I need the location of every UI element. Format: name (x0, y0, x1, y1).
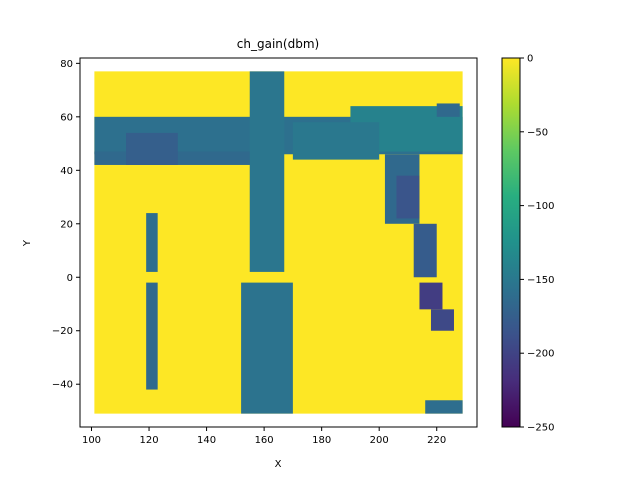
colorbar-tick-label: −100 (527, 201, 554, 212)
x-tick-label: 120 (139, 435, 158, 446)
colorbar-tick-label: −200 (527, 349, 554, 360)
y-tick-label: 80 (60, 59, 73, 70)
x-tick-label: 180 (312, 435, 331, 446)
y-axis-label: Y (22, 239, 33, 247)
colorbar-tick-label: 0 (527, 54, 533, 65)
y-tick-label: −20 (52, 326, 73, 337)
heatmap-cell (413, 223, 437, 278)
x-tick-label: 140 (197, 435, 216, 446)
heatmap-cells (94, 71, 463, 414)
x-axis-label: X (275, 459, 282, 470)
heatmap-cell (249, 71, 285, 272)
heatmap-cell (241, 282, 293, 414)
colorbar-tick-label: −250 (527, 423, 554, 434)
heatmap-cell (146, 213, 158, 272)
y-tick-label: 40 (60, 166, 73, 177)
x-tick-label: 200 (370, 435, 389, 446)
heatmap-cell (94, 151, 265, 165)
y-tick-label: 60 (60, 112, 73, 123)
x-axis: 100 120 140 160 180 200 220 (82, 427, 446, 446)
x-tick-label: 160 (255, 435, 274, 446)
colorbar-axis: 0 −50 −100 −150 −200 −250 (520, 54, 554, 434)
heatmap-cell (425, 400, 463, 414)
heatmap-cell (126, 132, 178, 165)
colorbar-tick-label: −150 (527, 275, 554, 286)
x-tick-label: 220 (427, 435, 446, 446)
y-tick-label: 0 (67, 273, 73, 284)
chart-title: ch_gain(dbm) (237, 37, 319, 51)
heatmap-cell (292, 122, 380, 160)
y-axis: −40 −20 0 20 40 60 80 (52, 59, 80, 391)
x-tick-label: 100 (82, 435, 101, 446)
colorbar (501, 57, 521, 428)
colorbar-tick-label: −50 (527, 127, 548, 138)
y-tick-label: −40 (52, 380, 73, 391)
heatmap-cell (430, 309, 454, 331)
heatmap-cell (396, 175, 420, 219)
heatmap-cell (436, 103, 460, 117)
plot-frame (79, 57, 478, 428)
heatmap-cell (146, 282, 158, 390)
y-tick-label: 20 (60, 219, 73, 230)
heatmap-cell (419, 282, 443, 310)
